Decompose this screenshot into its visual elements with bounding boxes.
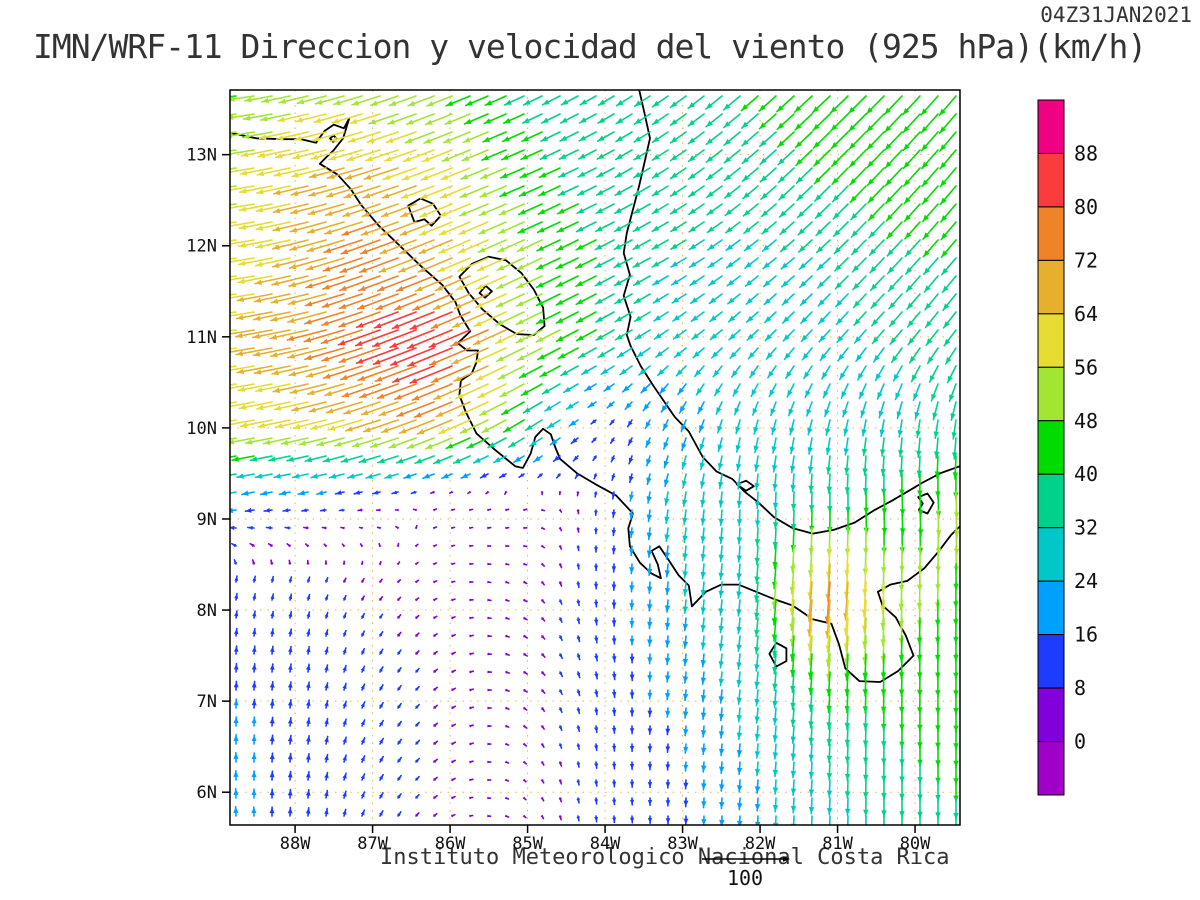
y-tick-label: 10N <box>186 419 217 439</box>
valid-time-label: 04Z31JAN2021 <box>1040 3 1192 27</box>
colorbar: 0 8 16 24 32 40 48 56 64 72 80 88 <box>1037 99 1098 796</box>
y-tick-label: 13N <box>186 146 217 166</box>
y-tick-label: 7N <box>197 692 217 712</box>
colorbar-tick-label: 24 <box>1074 569 1098 593</box>
colorbar-tick-label: 40 <box>1074 462 1098 486</box>
y-tick-label: 6N <box>197 783 217 803</box>
colorbar-tick-label: 8 <box>1074 676 1086 700</box>
coastlines <box>230 90 960 683</box>
x-tick-label: 88W <box>280 834 311 854</box>
y-tick-label: 8N <box>197 601 217 621</box>
colorbar-tick-label: 32 <box>1074 516 1098 540</box>
y-tick-label: 12N <box>186 237 217 257</box>
colorbar-tick-label: 16 <box>1074 623 1098 647</box>
colorbar-tick-label: 0 <box>1074 730 1086 754</box>
institute-credit: Instituto Meteorologico Nacional Costa R… <box>380 845 950 870</box>
colorbar-tick-label: 56 <box>1074 355 1098 379</box>
colorbar-tick-label: 64 <box>1074 302 1098 326</box>
map-frame <box>229 89 961 826</box>
colorbar-tick-label: 88 <box>1074 141 1098 165</box>
colorbar-tick-label: 48 <box>1074 409 1098 433</box>
colorbar-tick-label: 72 <box>1074 248 1098 272</box>
y-tick-label: 9N <box>197 510 217 530</box>
latlon-gridlines <box>230 90 960 825</box>
colorbar-tick-label: 80 <box>1074 195 1098 219</box>
reference-vector-value: 100 <box>726 866 764 890</box>
axis-labels: 88W 87W 86W 85W 84W 83W 82W 81W 80W13N12N11N10N9… <box>186 146 931 854</box>
y-tick-label: 11N <box>186 328 217 348</box>
chart-title: IMN/WRF-11 Direccion y velocidad del vie… <box>33 27 1147 66</box>
wind-vectors <box>230 95 960 825</box>
